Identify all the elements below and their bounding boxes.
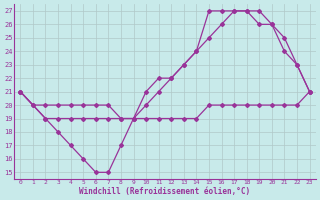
X-axis label: Windchill (Refroidissement éolien,°C): Windchill (Refroidissement éolien,°C) [79, 187, 251, 196]
